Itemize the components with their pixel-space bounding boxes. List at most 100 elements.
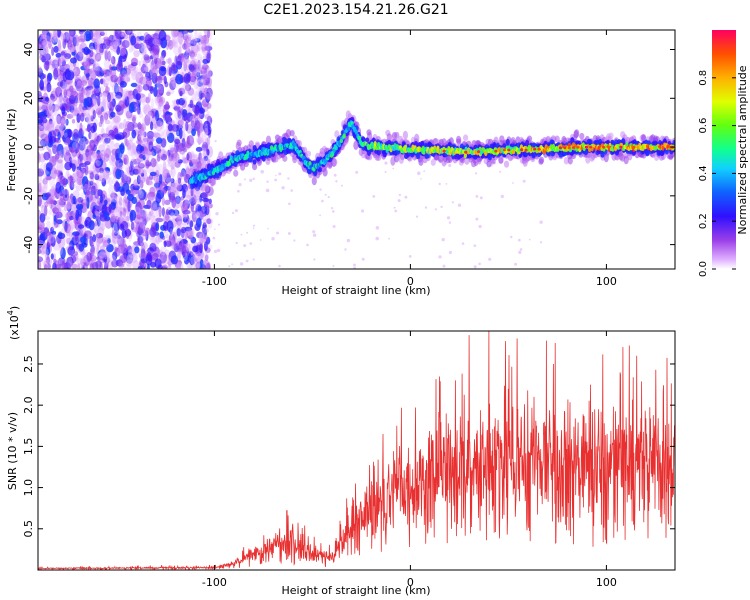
noise-blob (44, 135, 49, 146)
noise-blob (107, 50, 111, 62)
noise-speck (397, 199, 401, 203)
noise-blob (190, 201, 195, 213)
noise-blob (75, 253, 79, 265)
noise-speck (423, 170, 426, 173)
noise-blob (150, 97, 155, 110)
noise-blob (165, 58, 172, 64)
noise-blob (68, 232, 73, 240)
noise-blob (40, 163, 45, 172)
noise-blob (192, 245, 199, 253)
noise-blob (130, 35, 137, 46)
noise-blob (195, 217, 202, 228)
noise-blob (95, 231, 100, 238)
noise-blob (145, 254, 153, 266)
noise-speck (230, 274, 234, 278)
noise-speck (313, 258, 316, 261)
noise-blob (125, 120, 131, 132)
noise-blob (63, 230, 70, 242)
noise-speck (335, 180, 338, 183)
noise-speck (321, 199, 324, 203)
noise-speck (212, 236, 216, 240)
noise-blob (165, 209, 170, 216)
noise-blob (149, 210, 154, 217)
noise-speck (215, 212, 219, 216)
noise-blob (70, 224, 76, 231)
noise-blob (138, 198, 145, 210)
noise-blob (170, 166, 176, 178)
noise-blob (150, 158, 157, 168)
noise-blob (148, 194, 152, 200)
noise-blob (201, 43, 208, 52)
noise-blob (126, 77, 131, 82)
noise-blob (50, 236, 56, 247)
noise-blob (170, 255, 178, 265)
noise-blob (197, 32, 203, 40)
noise-blob (156, 95, 164, 100)
noise-blob (72, 66, 81, 77)
noise-blob (148, 141, 154, 152)
noise-blob (188, 229, 194, 241)
noise-blob (167, 57, 172, 65)
noise-blob (49, 155, 57, 167)
noise-blob (119, 81, 127, 88)
ridge-cell (505, 138, 510, 146)
noise-speck (417, 171, 421, 176)
noise-blob (109, 121, 115, 129)
noise-blob (156, 137, 163, 144)
noise-blob (149, 236, 158, 245)
noise-blob (202, 259, 210, 269)
noise-blob (141, 137, 148, 145)
noise-blob (61, 85, 67, 92)
noise-speck (276, 231, 279, 235)
noise-blob (133, 50, 140, 58)
noise-speck (518, 250, 522, 254)
noise-blob (205, 71, 211, 79)
noise-blob (153, 145, 162, 150)
noise-blob (184, 231, 189, 239)
noise-blob (102, 44, 109, 55)
noise-blob (93, 64, 99, 71)
noise-blob (181, 83, 190, 94)
noise-blob (99, 223, 104, 236)
noise-blob (190, 152, 194, 158)
ridge-cell (498, 157, 504, 164)
noise-blob (103, 211, 110, 219)
noise-speck (528, 238, 531, 241)
noise-blob (120, 188, 125, 196)
noise-speck (473, 244, 477, 247)
noise-blob (38, 89, 42, 100)
noise-blob (169, 195, 176, 201)
noise-blob (50, 167, 58, 180)
noise-blob (196, 136, 204, 144)
noise-blob (185, 121, 189, 132)
noise-speck (290, 189, 294, 192)
noise-blob (69, 174, 73, 187)
noise-blob (90, 125, 96, 134)
noise-blob (142, 84, 150, 91)
noise-blob (77, 106, 83, 115)
noise-blob (87, 87, 95, 95)
noise-blob (136, 231, 140, 238)
noise-blob (136, 31, 142, 37)
noise-blob (103, 153, 110, 162)
noise-speck (479, 196, 483, 200)
noise-blob (157, 84, 164, 94)
noise-blob (144, 66, 150, 73)
noise-blob (122, 131, 128, 137)
noise-blob (168, 184, 177, 195)
noise-speck (478, 262, 481, 266)
noise-blob (49, 135, 53, 146)
noise-blob (51, 59, 60, 69)
noise-blob (124, 36, 132, 48)
noise-blob (103, 58, 110, 69)
noise-blob (193, 38, 198, 50)
noise-blob (175, 262, 184, 269)
noise-blob (59, 66, 67, 71)
noise-blob (38, 256, 44, 263)
noise-speck (539, 241, 543, 244)
noise-speck (361, 257, 365, 261)
noise-blob (149, 171, 157, 177)
noise-blob (123, 170, 131, 182)
ridge-cell (322, 168, 328, 177)
